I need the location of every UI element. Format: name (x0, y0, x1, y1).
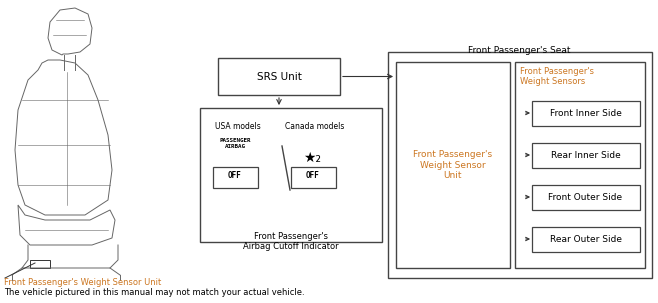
Text: Front Passenger's
Weight Sensors: Front Passenger's Weight Sensors (520, 67, 594, 86)
Text: USA models: USA models (215, 122, 261, 131)
Text: OFF: OFF (306, 171, 320, 181)
FancyBboxPatch shape (290, 167, 336, 188)
Bar (200, 108, 382, 242)
Text: OFF: OFF (228, 171, 242, 181)
Text: Front Passenger's Seat: Front Passenger's Seat (468, 46, 570, 55)
FancyBboxPatch shape (532, 185, 640, 209)
Text: PASSENGER
AIRBAG: PASSENGER AIRBAG (219, 138, 251, 149)
Text: Front Passenger's
Airbag Cutoff Indicator: Front Passenger's Airbag Cutoff Indicato… (243, 232, 339, 251)
FancyBboxPatch shape (532, 101, 640, 125)
Text: Canada models: Canada models (286, 122, 345, 131)
FancyBboxPatch shape (532, 227, 640, 251)
Text: The vehicle pictured in this manual may not match your actual vehicle.: The vehicle pictured in this manual may … (4, 288, 305, 297)
Bar (30, 260, 50, 268)
FancyBboxPatch shape (213, 167, 257, 188)
Text: Front Inner Side: Front Inner Side (549, 108, 621, 118)
Text: ★₂: ★₂ (303, 151, 321, 165)
FancyBboxPatch shape (532, 142, 640, 168)
Bar (218, 58, 340, 95)
Text: Front Passenger's
Weight Sensor
Unit: Front Passenger's Weight Sensor Unit (413, 150, 493, 180)
Bar (515, 62, 645, 268)
Text: Front Outer Side: Front Outer Side (548, 192, 622, 201)
Text: Front Passenger's Weight Sensor Unit: Front Passenger's Weight Sensor Unit (4, 278, 161, 287)
Text: Rear Outer Side: Rear Outer Side (549, 235, 622, 244)
Text: Rear Inner Side: Rear Inner Side (551, 151, 620, 159)
Text: SRS Unit: SRS Unit (257, 72, 301, 82)
Bar (388, 52, 652, 278)
Bar (396, 62, 510, 268)
